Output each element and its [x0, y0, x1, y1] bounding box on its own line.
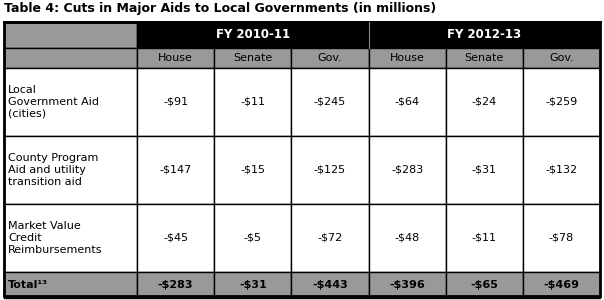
Text: -$24: -$24	[472, 97, 497, 107]
Bar	[368, 22, 600, 48]
Text: -$132: -$132	[545, 165, 577, 175]
Text: -$11: -$11	[240, 97, 265, 107]
Bar	[523, 136, 600, 204]
Text: -$48: -$48	[394, 233, 420, 243]
Text: -$64: -$64	[394, 97, 420, 107]
Text: -$443: -$443	[312, 280, 348, 290]
Text: -$15: -$15	[240, 165, 265, 175]
Text: -$396: -$396	[389, 280, 425, 290]
Bar	[368, 68, 446, 136]
Bar	[446, 68, 523, 136]
Text: Senate: Senate	[233, 53, 272, 63]
Text: -$11: -$11	[472, 233, 496, 243]
Text: -$147: -$147	[159, 165, 191, 175]
Text: -$259: -$259	[545, 97, 577, 107]
Bar	[368, 204, 446, 272]
Bar	[523, 48, 600, 68]
Text: -$78: -$78	[549, 233, 574, 243]
Bar	[368, 272, 446, 298]
Text: Market Value
Credit
Reimbursements: Market Value Credit Reimbursements	[8, 221, 103, 255]
Text: -$125: -$125	[314, 165, 346, 175]
Text: Total¹³: Total¹³	[8, 280, 48, 290]
Text: -$283: -$283	[158, 280, 193, 290]
Bar	[4, 68, 137, 136]
Bar	[4, 136, 137, 204]
Bar	[4, 272, 137, 298]
Text: -$72: -$72	[317, 233, 342, 243]
Bar	[446, 204, 523, 272]
Text: County Program
Aid and utility
transition aid: County Program Aid and utility transitio…	[8, 153, 98, 187]
Bar	[446, 272, 523, 298]
Text: -$31: -$31	[239, 280, 266, 290]
Bar	[446, 48, 523, 68]
Text: -$5: -$5	[244, 233, 262, 243]
Bar	[137, 136, 214, 204]
Bar	[214, 136, 291, 204]
Bar	[137, 68, 214, 136]
Bar	[523, 272, 600, 298]
Text: FY 2010-11: FY 2010-11	[216, 28, 290, 41]
Text: FY 2012-13: FY 2012-13	[447, 28, 521, 41]
Bar	[214, 204, 291, 272]
Text: -$45: -$45	[163, 233, 188, 243]
Bar	[368, 48, 446, 68]
Bar	[523, 204, 600, 272]
Text: Gov.: Gov.	[549, 53, 574, 63]
Bar	[137, 272, 214, 298]
Bar	[4, 204, 137, 272]
Bar	[291, 48, 368, 68]
Bar	[291, 136, 368, 204]
Text: -$91: -$91	[163, 97, 188, 107]
Bar	[137, 48, 214, 68]
Bar	[4, 48, 137, 68]
Text: -$245: -$245	[314, 97, 346, 107]
Bar	[523, 68, 600, 136]
Text: -$283: -$283	[391, 165, 423, 175]
Text: -$469: -$469	[544, 280, 579, 290]
Bar	[214, 272, 291, 298]
Text: Table 4: Cuts in Major Aids to Local Governments (in millions): Table 4: Cuts in Major Aids to Local Gov…	[4, 2, 436, 15]
Bar	[291, 204, 368, 272]
Bar	[214, 48, 291, 68]
Text: -$31: -$31	[472, 165, 496, 175]
Text: Senate: Senate	[464, 53, 504, 63]
Text: House: House	[390, 53, 425, 63]
Text: House: House	[158, 53, 193, 63]
Bar	[137, 22, 368, 48]
Text: -$65: -$65	[471, 280, 498, 290]
Text: Gov.: Gov.	[318, 53, 342, 63]
Bar	[214, 68, 291, 136]
Text: Local
Government Aid
(cities): Local Government Aid (cities)	[8, 85, 99, 119]
Bar	[4, 22, 137, 48]
Bar	[291, 68, 368, 136]
Bar	[137, 204, 214, 272]
Bar	[368, 136, 446, 204]
Bar	[291, 272, 368, 298]
Bar	[446, 136, 523, 204]
